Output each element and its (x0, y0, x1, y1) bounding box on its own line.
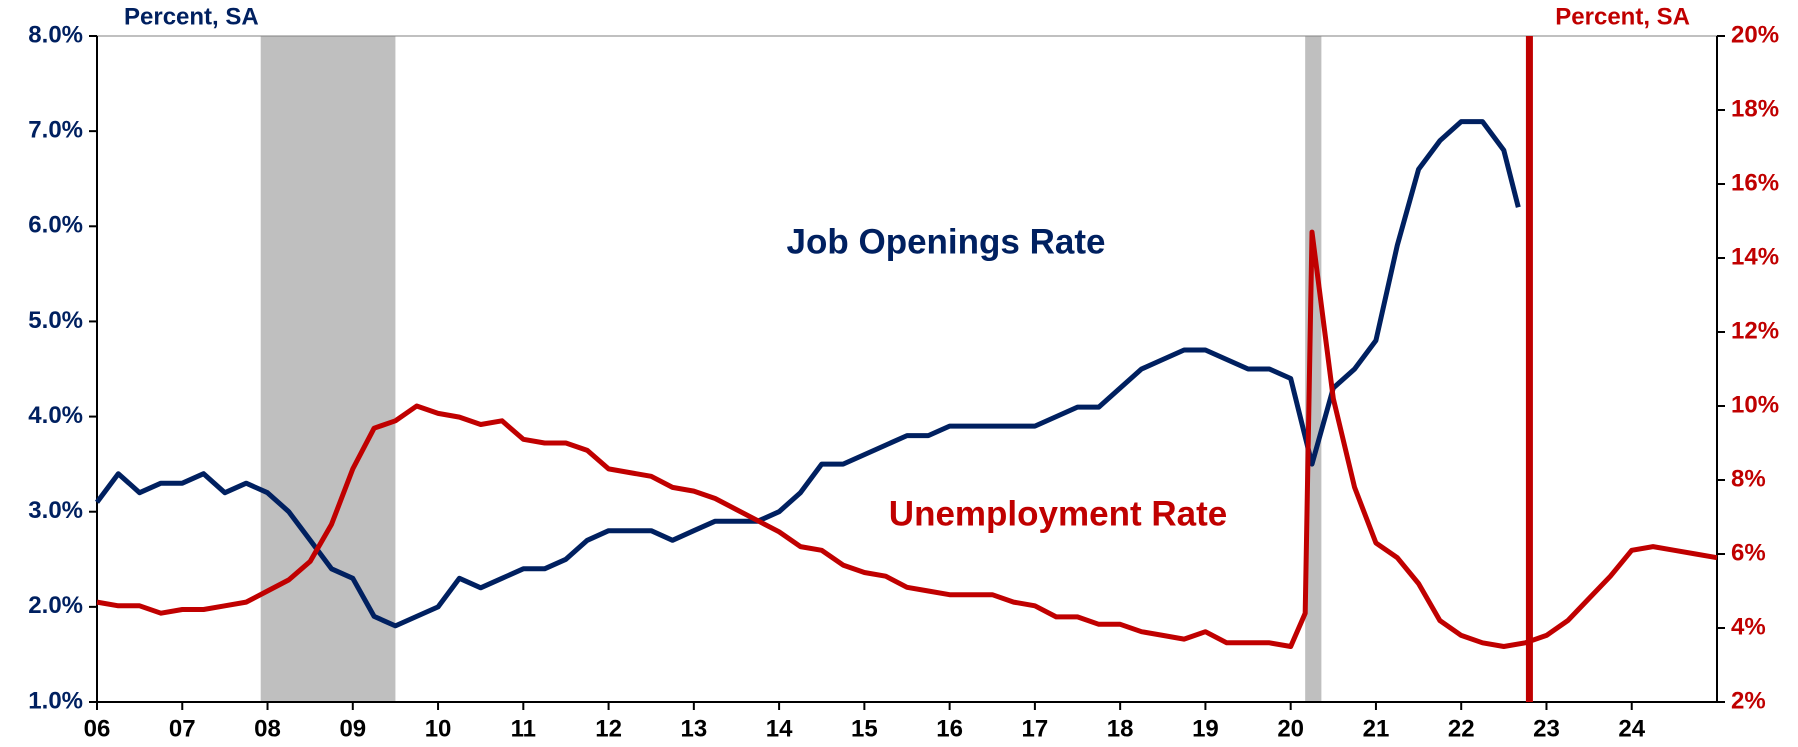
x-tick-label: 18 (1107, 715, 1134, 742)
y2-tick-label: 16% (1731, 169, 1779, 196)
y-tick-label: 3.0% (28, 497, 83, 524)
y-tick-label: 6.0% (28, 212, 83, 239)
y-tick-label: 7.0% (28, 116, 83, 143)
x-tick-label: 10 (425, 715, 452, 742)
recession-band (260, 36, 396, 702)
x-tick-label: 19 (1192, 715, 1219, 742)
y-axis-label: Percent, SA (124, 3, 259, 30)
x-tick-label: 07 (169, 715, 196, 742)
x-tick-label: 15 (851, 715, 878, 742)
x-tick-label: 17 (1022, 715, 1049, 742)
y2-tick-label: 2% (1731, 687, 1766, 714)
y-tick-label: 5.0% (28, 307, 83, 334)
x-tick-label: 14 (766, 715, 793, 742)
x-tick-label: 12 (595, 715, 622, 742)
x-tick-label: 24 (1618, 715, 1645, 742)
annotation: Job Openings Rate (787, 222, 1106, 261)
y-tick-label: 4.0% (28, 402, 83, 429)
y2-tick-label: 18% (1731, 95, 1779, 122)
x-tick-label: 13 (680, 715, 707, 742)
x-tick-label: 22 (1448, 715, 1475, 742)
y-tick-label: 2.0% (28, 592, 83, 619)
y2-tick-label: 4% (1731, 613, 1766, 640)
x-tick-label: 08 (254, 715, 281, 742)
x-tick-label: 09 (339, 715, 366, 742)
series-line (94, 119, 1521, 629)
y2-tick-label: 6% (1731, 539, 1766, 566)
x-tick-label: 20 (1277, 715, 1304, 742)
y2-tick-label: 12% (1731, 317, 1779, 344)
y-tick-label: 1.0% (28, 687, 83, 714)
x-tick-label: 21 (1363, 715, 1390, 742)
x-tick-label: 06 (84, 715, 111, 742)
y2-tick-label: 8% (1731, 465, 1766, 492)
recession-band (1305, 36, 1322, 702)
y2-axis-label: Percent, SA (1555, 3, 1690, 30)
x-tick-label: 16 (936, 715, 963, 742)
series-line (96, 229, 1718, 649)
y2-tick-label: 10% (1731, 391, 1779, 418)
y2-tick-label: 14% (1731, 243, 1779, 270)
x-tick-label: 11 (511, 715, 536, 742)
y-tick-label: 8.0% (28, 21, 83, 48)
annotation: Unemployment Rate (889, 494, 1227, 533)
x-tick-label: 23 (1533, 715, 1560, 742)
y2-tick-label: 20% (1731, 21, 1779, 48)
